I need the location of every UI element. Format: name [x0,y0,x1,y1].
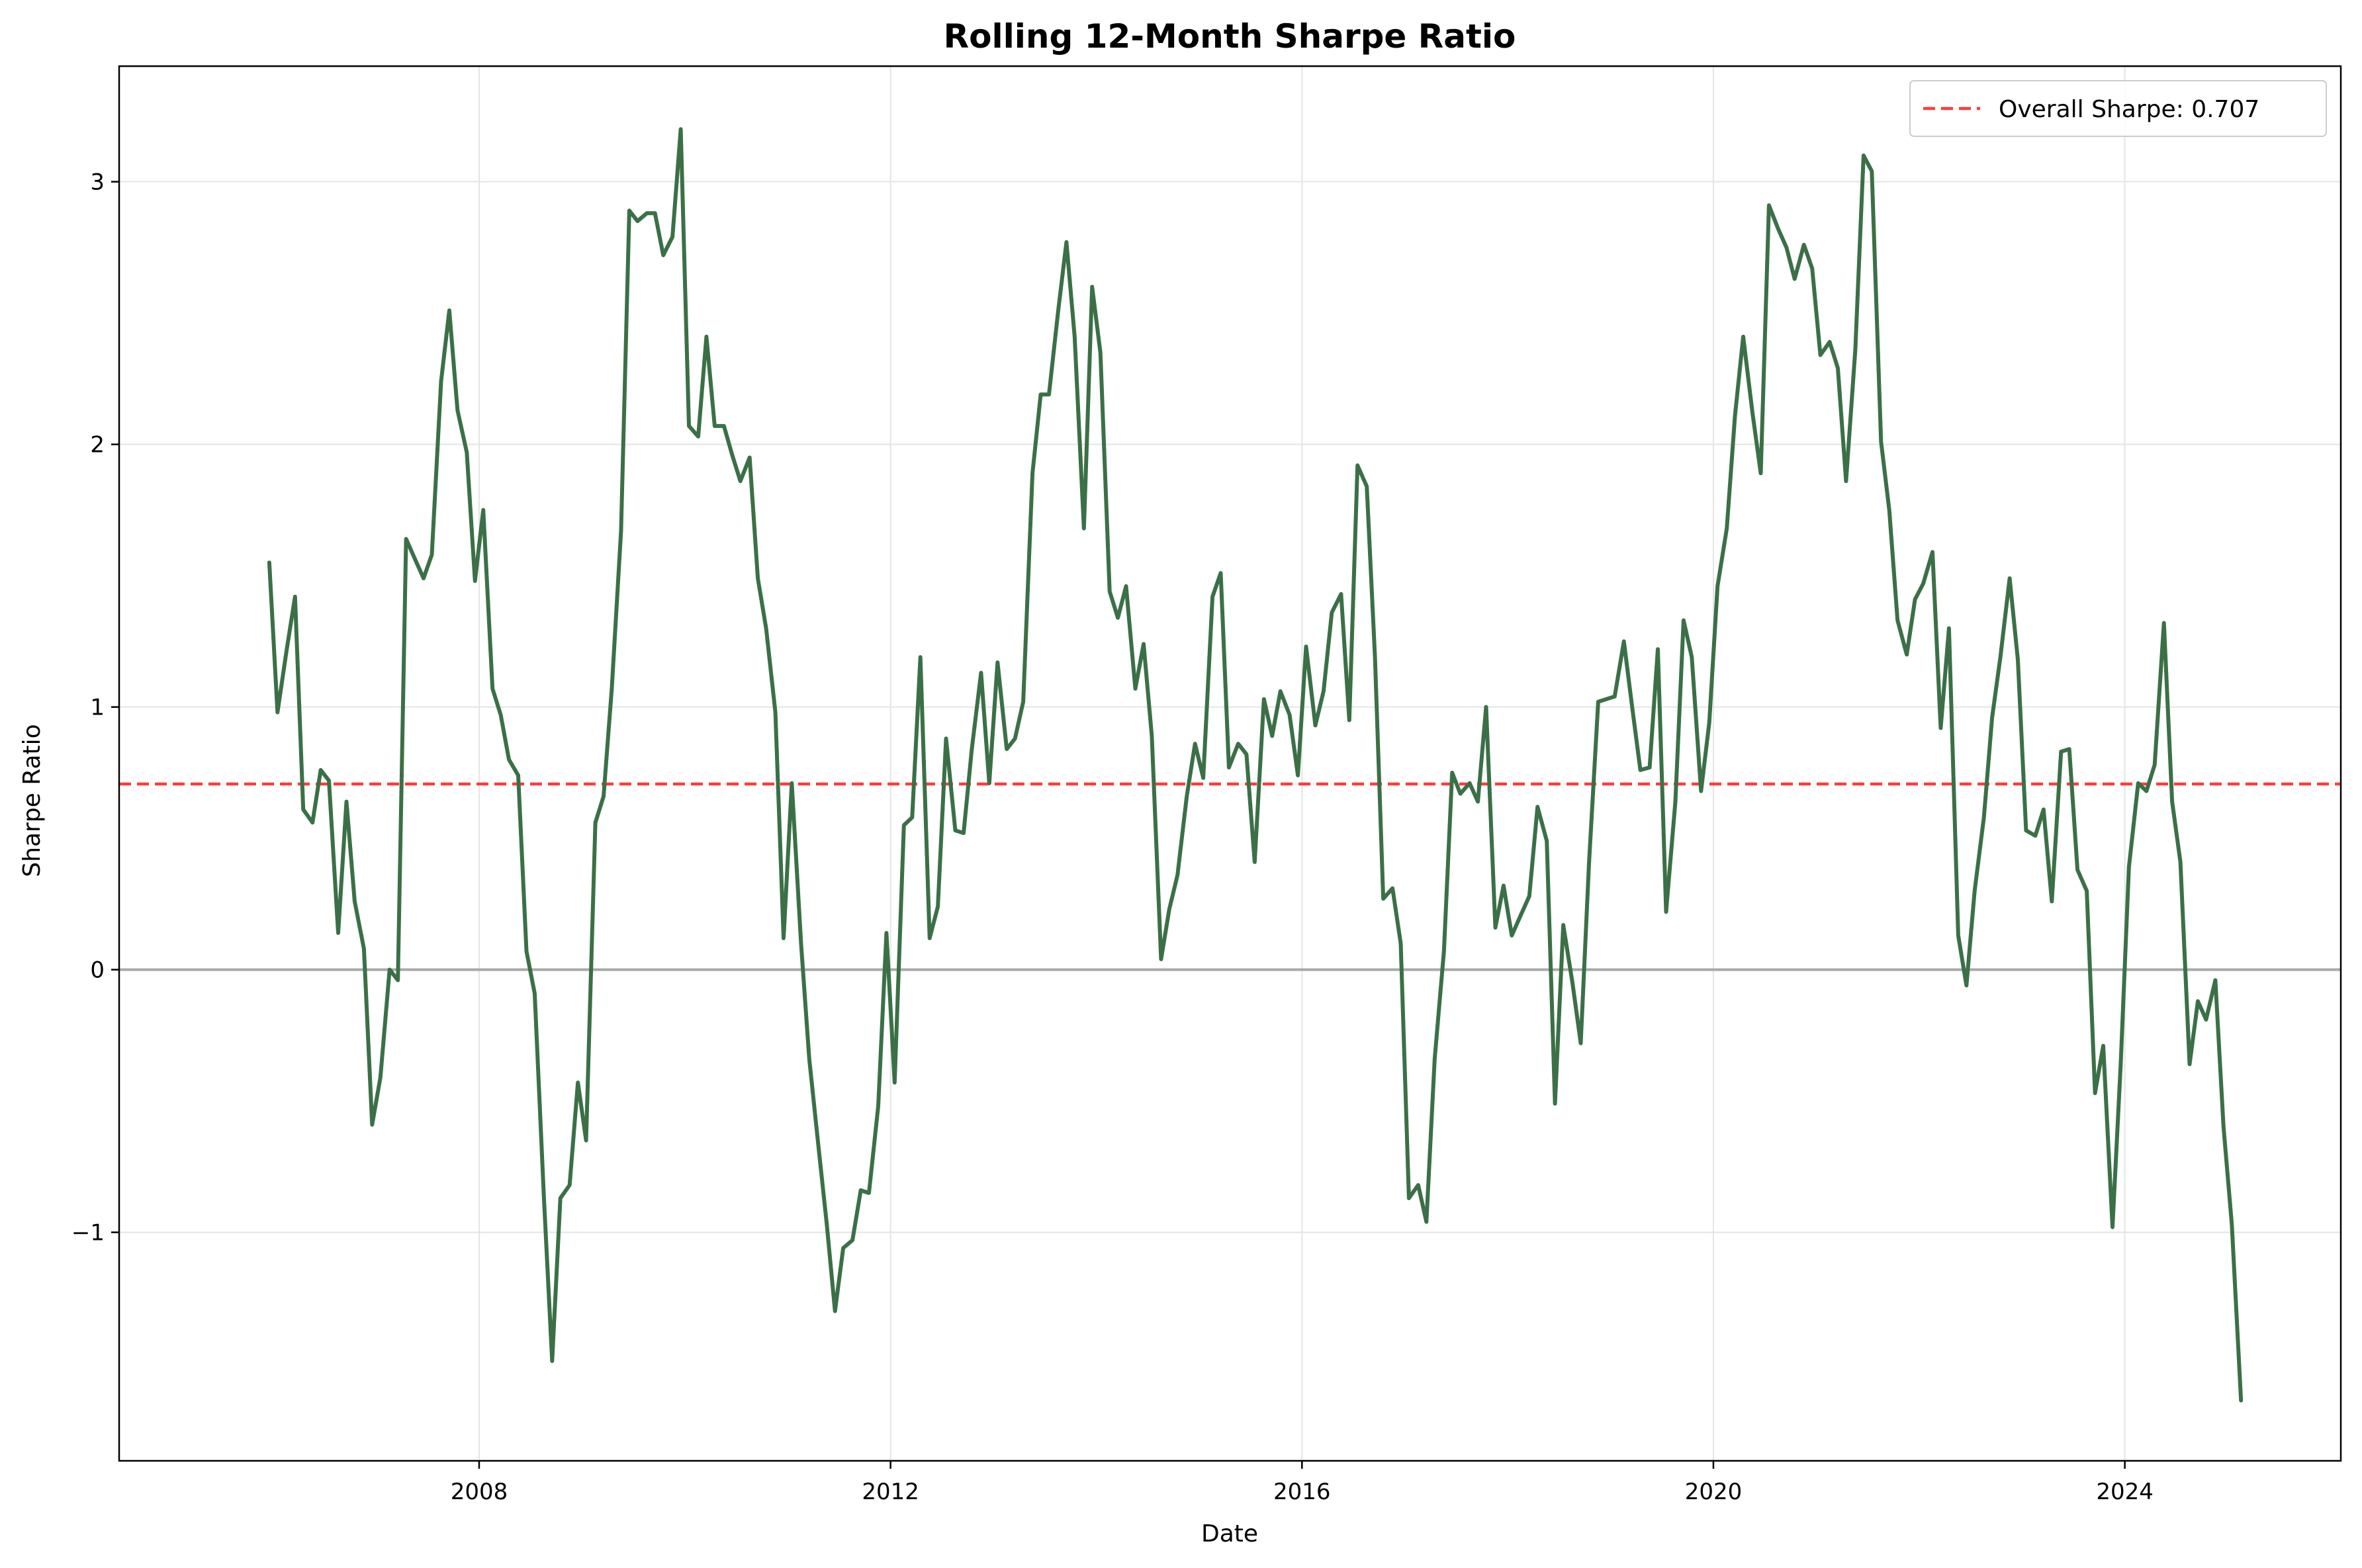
series-layer [267,127,2244,1403]
x-tick-label: 2008 [451,1479,508,1505]
legend: Overall Sharpe: 0.707 [1909,80,2327,137]
plot-frame [118,65,2342,1462]
sharpe-ratio-series-line [267,127,2244,1403]
x-axis-label: Date [1201,1520,1258,1547]
y-axis-ticks: −1 0 1 2 3 [71,169,119,1246]
legend-box [1909,80,2327,137]
y-tick-label: 1 [90,695,105,721]
x-tick-label: 2024 [2096,1479,2154,1505]
x-tick-label: 2020 [1685,1479,1743,1505]
x-tick-label: 2016 [1273,1479,1331,1505]
legend-label-overall-sharpe: Overall Sharpe: 0.707 [1999,96,2259,123]
y-tick-label: 2 [90,432,105,458]
reference-lines [119,782,2341,971]
y-tick-label: −1 [71,1220,105,1246]
x-tick-label: 2012 [862,1479,919,1505]
y-axis-label: Sharpe Ratio [19,724,46,877]
chart-title: Rolling 12-Month Sharpe Ratio [944,17,1516,56]
y-tick-label: 3 [90,169,105,196]
y-tick-label: 0 [90,957,105,984]
x-axis-ticks: 2008 2012 2016 2020 2024 [451,1461,2154,1505]
